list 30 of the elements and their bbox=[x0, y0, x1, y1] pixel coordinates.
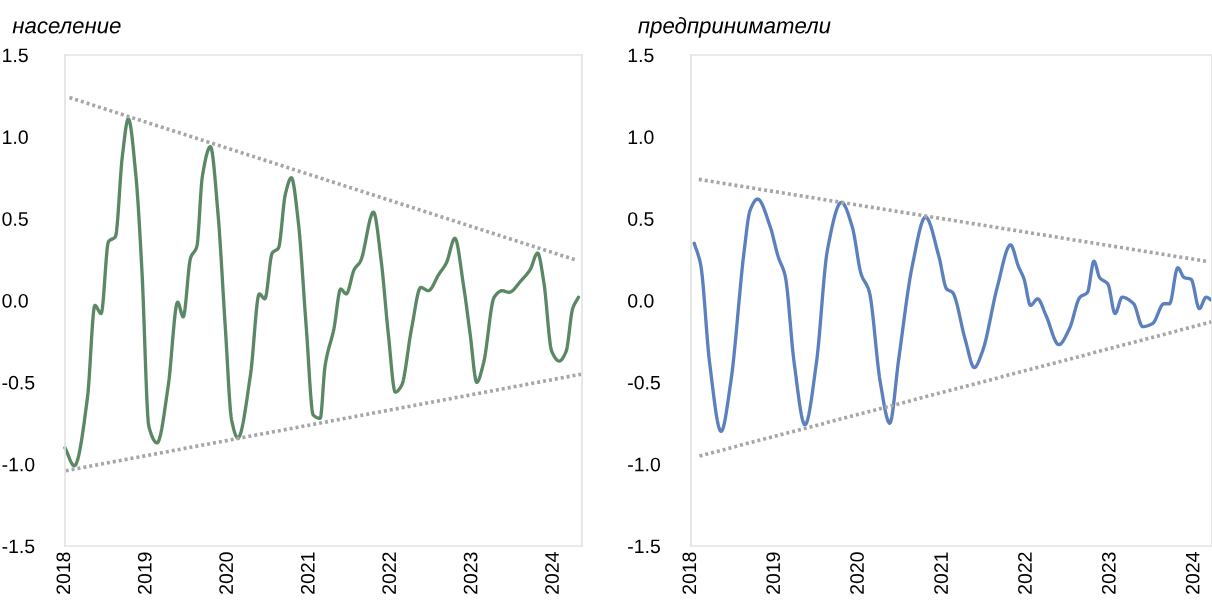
y-tick-label: 0.5 bbox=[628, 212, 654, 226]
y-tick-label: 1.5 bbox=[628, 48, 654, 63]
x-tick-label: 2023 bbox=[1101, 552, 1116, 594]
x-tick-label: 2020 bbox=[850, 552, 864, 594]
x-tick-label: 2022 bbox=[382, 552, 397, 594]
y-tick-label: -1.0 bbox=[628, 457, 661, 472]
chart-title: население bbox=[12, 21, 121, 34]
x-tick-label: 2019 bbox=[137, 552, 152, 594]
y-tick-label: -1.5 bbox=[628, 539, 660, 554]
y-tick-label: -0.5 bbox=[628, 375, 660, 390]
x-tick-label: 2018 bbox=[56, 552, 71, 594]
x-tick-label: 2024 bbox=[545, 552, 559, 594]
y-tick-label: 1.5 bbox=[3, 48, 28, 63]
y-tick-label: 0.5 bbox=[2, 212, 28, 226]
x-tick-label: 2020 bbox=[219, 552, 234, 594]
x-tick-label: 2019 bbox=[766, 552, 781, 594]
x-tick-label: 2018 bbox=[682, 552, 697, 594]
y-tick-label: 0.0 bbox=[2, 293, 28, 308]
x-tick-label: 2024 bbox=[1185, 552, 1200, 594]
x-tick-label: 2021 bbox=[300, 552, 315, 594]
x-tick-label: 2021 bbox=[934, 552, 948, 594]
chart-title: предприниматели bbox=[638, 17, 831, 38]
y-tick-label: 1.0 bbox=[3, 130, 28, 145]
y-tick-label: -1.5 bbox=[2, 539, 35, 554]
y-tick-label: 1.0 bbox=[628, 130, 654, 145]
y-tick-label: -1.0 bbox=[2, 457, 35, 472]
y-tick-label: -0.5 bbox=[2, 375, 35, 390]
y-tick-label: 0.0 bbox=[628, 293, 654, 308]
x-tick-label: 2022 bbox=[1018, 552, 1032, 594]
x-tick-label: 2023 bbox=[463, 552, 478, 594]
